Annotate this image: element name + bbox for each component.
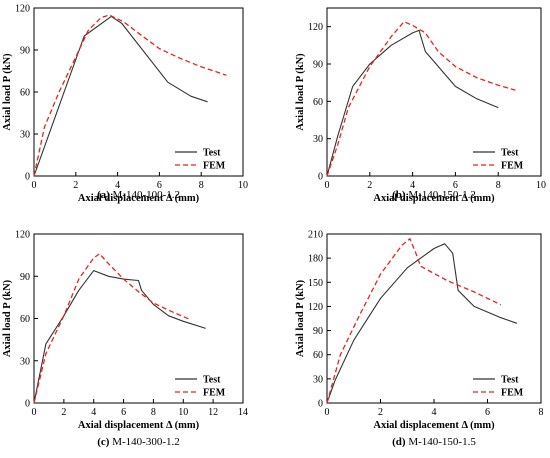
- y-tick-label: 30: [20, 130, 30, 141]
- y-tick-label: 0: [25, 172, 30, 183]
- y-tick-label: 30: [313, 134, 323, 145]
- y-tick-label: 0: [25, 399, 30, 410]
- y-tick-label: 60: [313, 97, 323, 108]
- series-line-test: [33, 15, 208, 177]
- x-tick-label: 4: [115, 180, 120, 191]
- legend-label: FEM: [501, 388, 524, 399]
- x-tick-label: 2: [73, 180, 78, 191]
- y-tick-label: 60: [20, 314, 30, 325]
- x-axis-title: Axial displacement Δ (mm): [78, 193, 200, 204]
- x-axis-title: Axial displacement Δ (mm): [78, 420, 200, 431]
- panel-caption: (d) M-140-150-1.5: [392, 436, 476, 448]
- series-line-test: [326, 29, 499, 177]
- chart-panel: 0 2 4 6 8 10 12 14 0 30 60 90 120 Axial displacement …: [2, 230, 248, 449]
- x-tick-label: 14: [238, 407, 248, 418]
- x-tick-label: 2: [378, 407, 383, 418]
- x-tick-label: 4: [410, 180, 415, 191]
- y-tick-label: 120: [15, 230, 30, 241]
- y-axis-title: Axial load P (kN): [2, 53, 13, 131]
- x-tick-label: 6: [485, 407, 490, 418]
- series-line-fem: [33, 253, 192, 404]
- y-axis-title: Axial load P (kN): [295, 279, 306, 357]
- caption-specimen: M-140-150-1.5: [406, 436, 477, 448]
- x-tick-label: 8: [199, 180, 204, 191]
- y-tick-label: 30: [313, 374, 323, 385]
- x-tick-label: 6: [121, 407, 126, 418]
- y-axis-title: Axial load P (kN): [295, 53, 306, 131]
- x-axis-title: Axial displacement Δ (mm): [373, 193, 495, 204]
- y-tick-label: 90: [20, 46, 30, 57]
- y-tick-label: 90: [313, 60, 323, 71]
- x-axis-title: Axial displacement Δ (mm): [373, 420, 495, 431]
- chart-panel: 0 2 4 6 8 10 0 30 60 90 120 Axial displacement Δ (m…: [295, 7, 546, 204]
- series-line-fem: [326, 238, 502, 404]
- caption-letter: (d): [392, 436, 406, 448]
- x-tick-label: 8: [539, 407, 544, 418]
- x-tick-label: 8: [496, 180, 501, 191]
- x-tick-label: 10: [536, 180, 546, 191]
- legend-label: FEM: [501, 161, 524, 172]
- y-tick-label: 60: [20, 88, 30, 99]
- series-line-test: [326, 243, 518, 404]
- chart-panel: 0 2 4 6 8 0 30 60 90 120 150 180 210 Axial displaceme…: [295, 230, 544, 449]
- series-line-fem: [33, 14, 227, 177]
- x-tick-label: 0: [32, 407, 37, 418]
- caption-letter: (a): [97, 189, 110, 201]
- legend-label: Test: [501, 375, 519, 386]
- y-tick-label: 60: [313, 350, 323, 361]
- y-tick-label: 120: [308, 22, 323, 33]
- y-tick-label: 90: [313, 326, 323, 337]
- y-tick-label: 150: [308, 278, 323, 289]
- y-tick-label: 0: [318, 399, 323, 410]
- caption-specimen: M-140-300-1.2: [109, 436, 179, 448]
- legend-label: Test: [203, 375, 221, 386]
- y-tick-label: 210: [308, 230, 323, 241]
- x-tick-label: 4: [432, 407, 437, 418]
- x-tick-label: 10: [238, 180, 248, 191]
- x-tick-label: 4: [91, 407, 96, 418]
- x-tick-label: 10: [178, 407, 188, 418]
- x-tick-label: 12: [208, 407, 218, 418]
- x-tick-label: 0: [325, 407, 330, 418]
- y-tick-label: 180: [308, 254, 323, 265]
- y-tick-label: 120: [15, 4, 30, 15]
- legend-label: Test: [203, 148, 221, 159]
- y-tick-label: 120: [308, 302, 323, 313]
- y-axis-title: Axial load P (kN): [2, 279, 13, 357]
- x-tick-label: 0: [32, 180, 37, 191]
- plot-frame: [326, 7, 542, 177]
- y-tick-label: 0: [318, 172, 323, 183]
- panel-caption: (a) M-140-100-1.2: [97, 189, 180, 201]
- y-tick-label: 90: [20, 272, 30, 283]
- caption-specimen: M-140-100-1.2: [110, 189, 180, 201]
- series-line-fem: [326, 21, 516, 177]
- x-tick-label: 8: [151, 407, 156, 418]
- panel-caption: (b) M-140-150-1.2: [392, 189, 476, 201]
- legend-label: FEM: [203, 388, 226, 399]
- x-tick-label: 2: [367, 180, 372, 191]
- x-tick-label: 6: [453, 180, 458, 191]
- y-tick-label: 30: [20, 356, 30, 367]
- x-tick-label: 0: [325, 180, 330, 191]
- x-tick-label: 6: [157, 180, 162, 191]
- caption-letter: (b): [392, 189, 406, 201]
- legend-label: FEM: [203, 161, 226, 172]
- caption-specimen: M-140-150-1.2: [406, 189, 476, 201]
- x-tick-label: 2: [61, 407, 66, 418]
- panel-caption: (c) M-140-300-1.2: [97, 436, 180, 448]
- legend-label: Test: [501, 148, 519, 159]
- caption-letter: (c): [97, 436, 110, 448]
- series-line-test: [33, 270, 206, 404]
- chart-panel: 0 2 4 6 8 10 0 30 60 90 120 Axial displacement Δ (m…: [2, 4, 248, 205]
